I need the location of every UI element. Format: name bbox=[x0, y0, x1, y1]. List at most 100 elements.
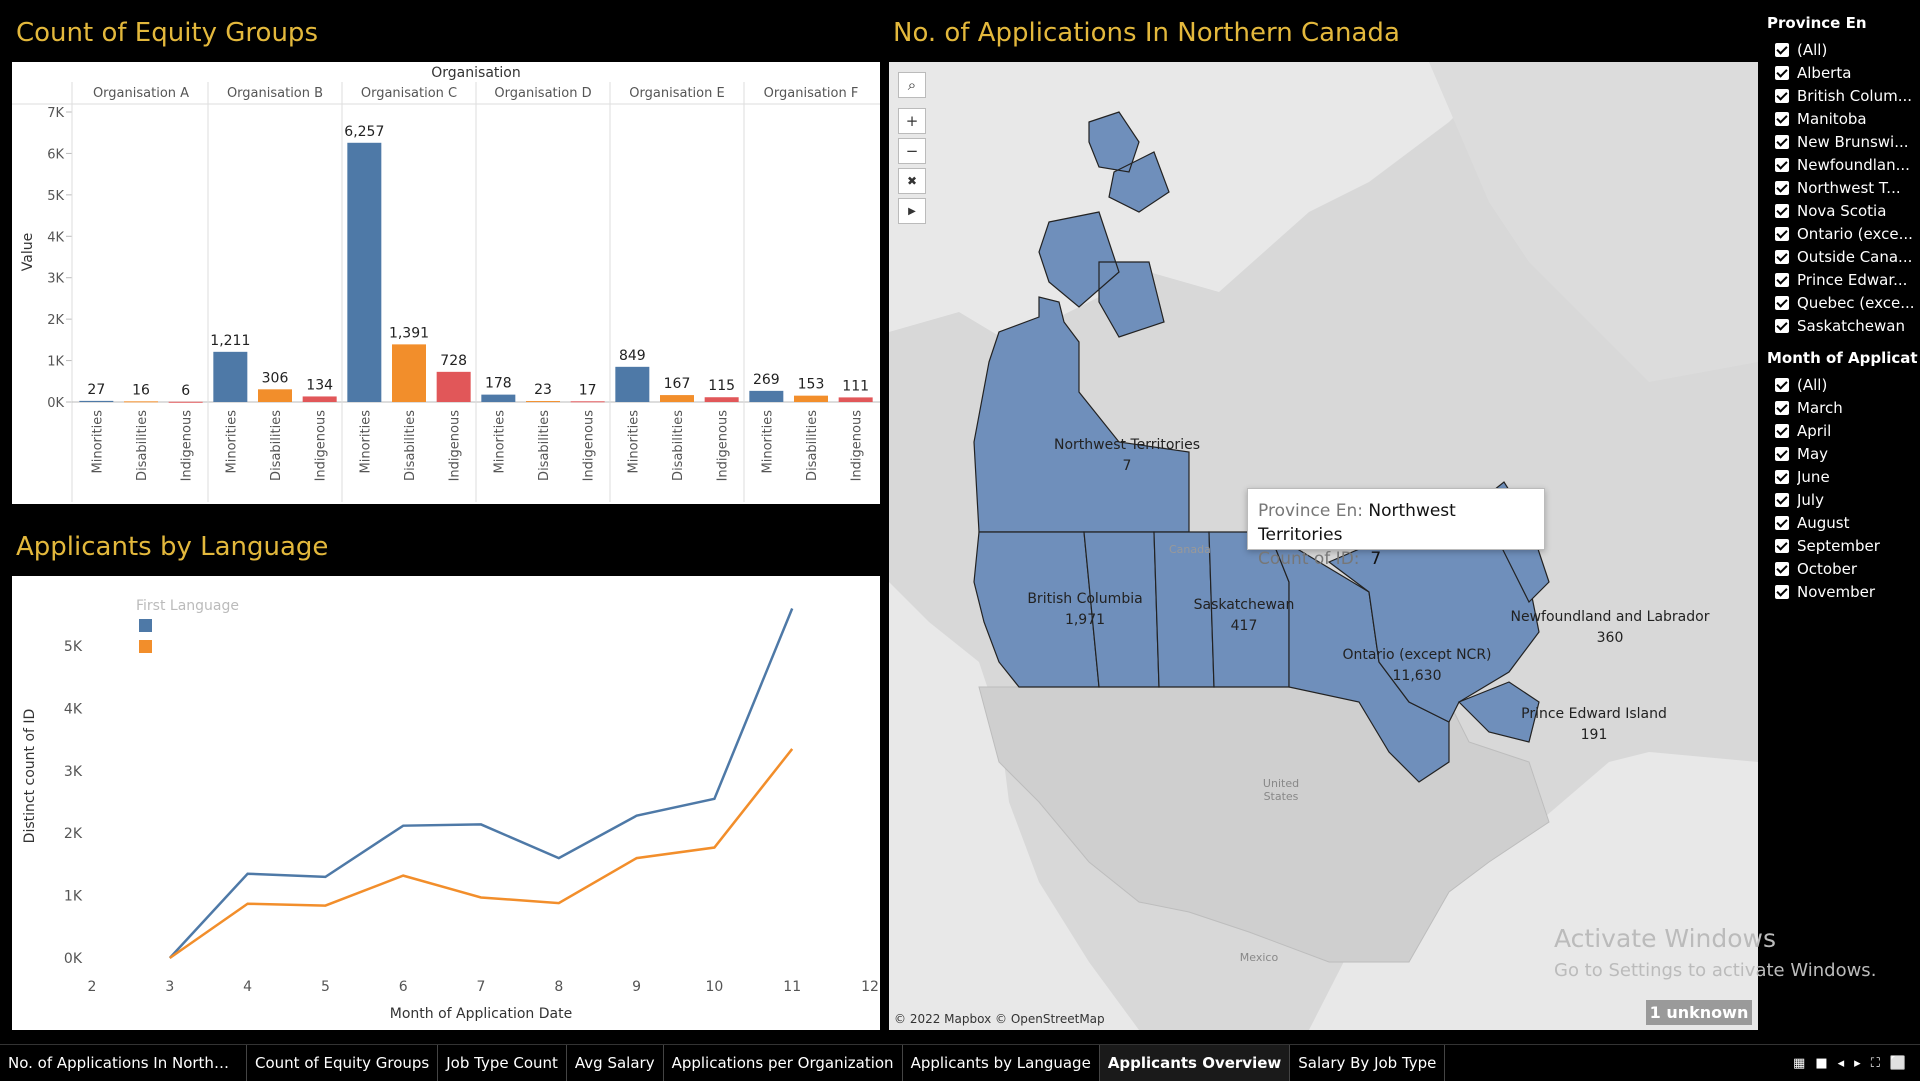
line-x-axis-label: Month of Application Date bbox=[390, 1006, 572, 1022]
month-filter-title: Month of Applicati... bbox=[1767, 349, 1918, 367]
month-filter-august[interactable]: August bbox=[1775, 511, 1918, 534]
month-filter-may[interactable]: May bbox=[1775, 442, 1918, 465]
bar-value-label: 23 bbox=[534, 382, 552, 398]
bar-organisation-b-disabilities bbox=[258, 389, 292, 402]
province-filter-quebec-exce[interactable]: Quebec (exce... bbox=[1775, 291, 1918, 314]
month-filter-july[interactable]: July bbox=[1775, 488, 1918, 511]
tab-applications-per-organization[interactable]: Applications per Organization bbox=[664, 1045, 903, 1081]
month-filter-all[interactable]: (All) bbox=[1775, 373, 1918, 396]
province-filter-label: Nova Scotia bbox=[1797, 201, 1887, 220]
checkbox-checked-icon[interactable] bbox=[1775, 423, 1789, 438]
checkbox-checked-icon[interactable] bbox=[1775, 469, 1789, 484]
province-filter-newfoundlan[interactable]: Newfoundlan... bbox=[1775, 153, 1918, 176]
province-filter-label: (All) bbox=[1797, 40, 1828, 59]
map-reset-icon[interactable]: ✖ bbox=[898, 168, 926, 194]
map-play-icon[interactable]: ▶ bbox=[898, 198, 926, 224]
province-filter-new-brunswi[interactable]: New Brunswi... bbox=[1775, 130, 1918, 153]
basemap-label-usa-1: United bbox=[1263, 777, 1299, 790]
map-label-prince-edward-island: Prince Edward Island bbox=[1521, 706, 1667, 722]
basemap-label-canada: Canada bbox=[1169, 543, 1211, 556]
checkbox-checked-icon[interactable] bbox=[1775, 203, 1789, 218]
map-zoom-out-icon[interactable]: − bbox=[898, 138, 926, 164]
province-filter-northwest-t[interactable]: Northwest T... bbox=[1775, 176, 1918, 199]
province-filter-british-colum[interactable]: British Colum... bbox=[1775, 84, 1918, 107]
checkbox-checked-icon[interactable] bbox=[1775, 42, 1789, 57]
checkbox-checked-icon[interactable] bbox=[1775, 134, 1789, 149]
bar-organisation-f-minorities bbox=[749, 390, 784, 402]
bar-value-label: 269 bbox=[753, 372, 780, 388]
tab-list: No. of Applications In Northern ... Count… bbox=[0, 1045, 1446, 1081]
legend-swatch-0 bbox=[139, 619, 152, 632]
unknown-indicator[interactable]: 1 unknown bbox=[1646, 1000, 1752, 1025]
month-filter-list: (All) March April May June July August Septembe… bbox=[1758, 373, 1918, 603]
prev-tab-icon[interactable]: ◂ bbox=[1837, 1055, 1845, 1071]
checkbox-checked-icon[interactable] bbox=[1775, 515, 1789, 530]
category-label-indigenous: Indigenous bbox=[448, 410, 463, 482]
category-label-minorities: Minorities bbox=[626, 410, 641, 474]
bar-value-label: 134 bbox=[306, 377, 333, 393]
language-chart-panel: 0K 1K 2K 3K 4K 5K 2 3 4 5 6 7 8 9 10 11 12 Month of Appli… bbox=[12, 576, 880, 1030]
checkbox-checked-icon[interactable] bbox=[1775, 538, 1789, 553]
province-filter-nova-scotia[interactable]: Nova Scotia bbox=[1775, 199, 1918, 222]
tab-avg-salary[interactable]: Avg Salary bbox=[567, 1045, 664, 1081]
filters-panel: Province En (All) Alberta British Colum...… bbox=[1758, 10, 1918, 603]
checkbox-checked-icon[interactable] bbox=[1775, 272, 1789, 287]
category-label-minorities: Minorities bbox=[760, 410, 775, 474]
province-filter-label: Newfoundlan... bbox=[1797, 155, 1910, 174]
language-line-chart: 0K 1K 2K 3K 4K 5K 2 3 4 5 6 7 8 9 10 11 12 Month of Appli… bbox=[22, 598, 879, 1022]
checkbox-checked-icon[interactable] bbox=[1775, 492, 1789, 507]
checkbox-checked-icon[interactable] bbox=[1775, 446, 1789, 461]
checkbox-checked-icon[interactable] bbox=[1775, 111, 1789, 126]
category-label-disabilities: Disabilities bbox=[537, 410, 552, 481]
tab-count-of-equity-groups[interactable]: Count of Equity Groups bbox=[247, 1045, 439, 1081]
tab-applicants-overview[interactable]: Applicants Overview bbox=[1099, 1045, 1291, 1081]
checkbox-checked-icon[interactable] bbox=[1775, 400, 1789, 415]
month-filter-april[interactable]: April bbox=[1775, 419, 1918, 442]
tab-salary-by-job-type[interactable]: Salary By Job Type bbox=[1290, 1045, 1446, 1081]
checkbox-checked-icon[interactable] bbox=[1775, 249, 1789, 264]
month-filter-november[interactable]: November bbox=[1775, 580, 1918, 603]
checkbox-checked-icon[interactable] bbox=[1775, 65, 1789, 80]
present-icon[interactable]: ⬜ bbox=[1889, 1055, 1906, 1071]
month-filter-september[interactable]: September bbox=[1775, 534, 1918, 557]
month-filter-label: May bbox=[1797, 444, 1829, 463]
month-filter-october[interactable]: October bbox=[1775, 557, 1918, 580]
checkbox-checked-icon[interactable] bbox=[1775, 318, 1789, 333]
map-zoom-in-icon[interactable]: + bbox=[898, 108, 926, 134]
map-search-icon[interactable]: ⌕ bbox=[898, 72, 926, 98]
month-filter-june[interactable]: June bbox=[1775, 465, 1918, 488]
province-filter-label: New Brunswi... bbox=[1797, 132, 1909, 151]
tab-no-of-applications-in-northern[interactable]: No. of Applications In Northern ... bbox=[0, 1045, 247, 1081]
next-tab-icon[interactable]: ▸ bbox=[1854, 1055, 1861, 1071]
province-filter-prince-edwar[interactable]: Prince Edwar... bbox=[1775, 268, 1918, 291]
legend-title: First Language bbox=[136, 598, 239, 614]
checkbox-checked-icon[interactable] bbox=[1775, 88, 1789, 103]
province-filter-all[interactable]: (All) bbox=[1775, 38, 1918, 61]
province-filter-saskatchewan[interactable]: Saskatchewan bbox=[1775, 314, 1918, 337]
province-filter-outside-cana[interactable]: Outside Cana... bbox=[1775, 245, 1918, 268]
tab-job-type-count[interactable]: Job Type Count bbox=[438, 1045, 567, 1081]
bar-value-label: 27 bbox=[87, 382, 105, 398]
checkbox-checked-icon[interactable] bbox=[1775, 561, 1789, 576]
tab-applicants-by-language[interactable]: Applicants by Language bbox=[903, 1045, 1100, 1081]
province-filter-ontario-exce[interactable]: Ontario (exce... bbox=[1775, 222, 1918, 245]
checkbox-checked-icon[interactable] bbox=[1775, 377, 1789, 392]
grid-view-icon[interactable]: ▦ bbox=[1793, 1055, 1806, 1071]
checkbox-checked-icon[interactable] bbox=[1775, 295, 1789, 310]
sheet-view-icon[interactable]: ■ bbox=[1815, 1055, 1828, 1071]
province-filter-alberta[interactable]: Alberta bbox=[1775, 61, 1918, 84]
month-filter-march[interactable]: March bbox=[1775, 396, 1918, 419]
checkbox-checked-icon[interactable] bbox=[1775, 180, 1789, 195]
basemap-label-usa-2: States bbox=[1264, 790, 1299, 803]
category-label-indigenous: Indigenous bbox=[850, 410, 865, 482]
checkbox-checked-icon[interactable] bbox=[1775, 226, 1789, 241]
map-label-saskatchewan: Saskatchewan bbox=[1194, 597, 1295, 613]
province-filter-label: Quebec (exce... bbox=[1797, 293, 1915, 312]
bar-value-label: 728 bbox=[440, 353, 467, 369]
checkbox-checked-icon[interactable] bbox=[1775, 157, 1789, 172]
province-filter-manitoba[interactable]: Manitoba bbox=[1775, 107, 1918, 130]
province-filter-label: Alberta bbox=[1797, 63, 1852, 82]
fullscreen-icon[interactable]: ⛶ bbox=[1870, 1055, 1880, 1071]
sheet-tabs: No. of Applications In Northern ... Count… bbox=[0, 1044, 1920, 1081]
checkbox-checked-icon[interactable] bbox=[1775, 584, 1789, 599]
